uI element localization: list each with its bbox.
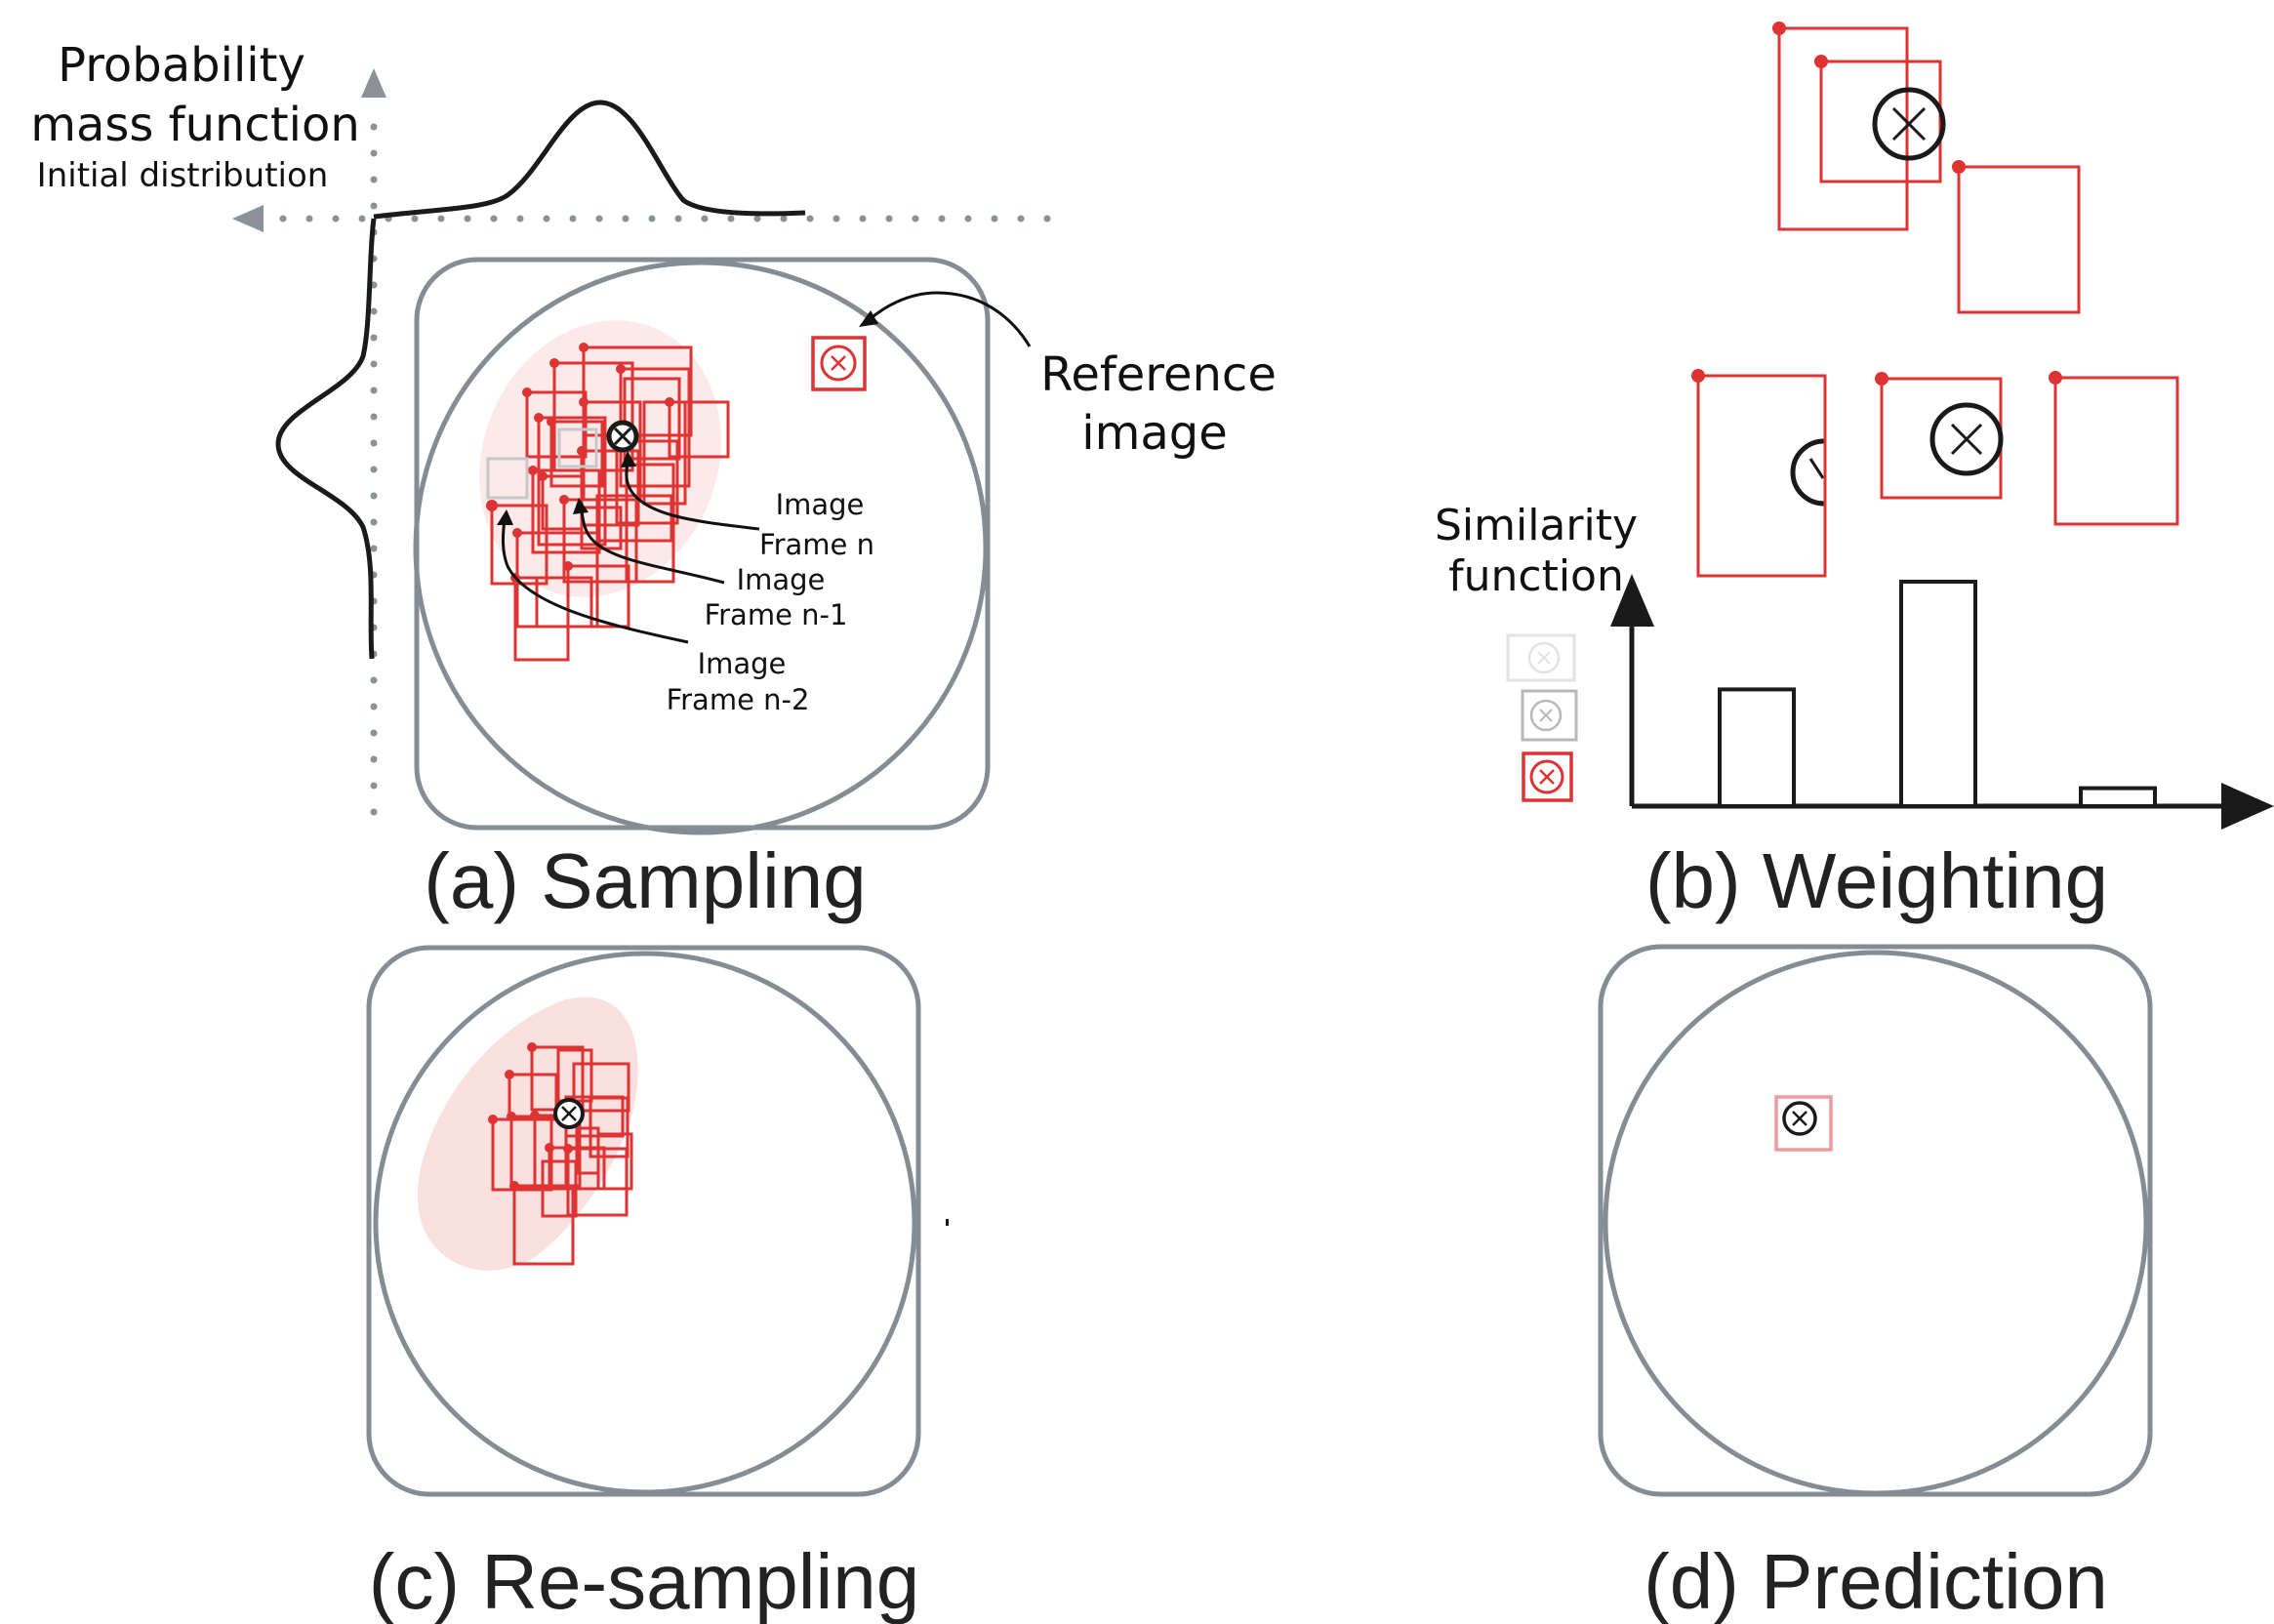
search-area-circle: [413, 260, 989, 835]
weight-bar-1: [1718, 687, 1796, 809]
legend-mid-icon: [1521, 689, 1578, 742]
candidate-frames-top: [1772, 21, 2081, 314]
similarity-label-line2: function: [1448, 551, 1624, 601]
pmf-curve-vertical: [275, 218, 377, 660]
stray-mark: [946, 1219, 949, 1226]
reference-label-line2: image: [1081, 406, 1228, 461]
prediction-frame-icon: [1774, 1095, 1833, 1152]
candidate-frames-row: [1691, 369, 2179, 578]
target-marker-icon: [606, 420, 639, 453]
caption-weighting: (b) Weighting: [1645, 837, 2108, 924]
frame-n1-label-line1: Image: [737, 563, 826, 596]
resample-frame-cluster: [488, 1042, 633, 1266]
resample-area-circle: [373, 951, 917, 1495]
axis-arrow-left-icon: [232, 205, 264, 232]
frame-n-arrow-head-icon: [621, 451, 636, 467]
frame-n-label-line2: Frame n: [759, 528, 874, 561]
frame-n1-label-line2: Frame n-1: [705, 598, 848, 631]
candidate-frame-1: [1691, 369, 1884, 578]
weight-bar-3: [2079, 786, 2157, 808]
caption-sampling: (a) Sampling: [424, 837, 867, 924]
panel-weighting: Similarity function: [1435, 21, 2274, 924]
frame-n2-label-line1: Image: [698, 647, 787, 680]
frame-n2-arrow-head-icon: [497, 509, 513, 525]
frame-n-label-line1: Image: [776, 488, 865, 521]
similarity-legend: [1506, 633, 1578, 802]
pmf-subtitle: Initial distribution: [37, 156, 329, 195]
panel-sampling: Probability mass function Initial distri…: [30, 38, 1277, 924]
reference-label-line1: Reference: [1040, 347, 1277, 402]
reference-arrow-head-icon: [859, 310, 878, 327]
caption-prediction: (d) Prediction: [1644, 1538, 2108, 1624]
frame-n1-arrow: [579, 505, 725, 585]
sample-frame-cluster: [486, 343, 730, 662]
weight-bars: [1718, 580, 2157, 809]
pmf-title-line2: mass function: [30, 98, 360, 152]
prediction-area-circle: [1603, 950, 2149, 1496]
pmf-title-line1: Probability: [58, 38, 305, 93]
panel-prediction: (d) Prediction: [1598, 944, 2153, 1624]
panel-resampling: (c) Re-sampling: [366, 945, 949, 1624]
legend-high-icon: [1522, 751, 1573, 802]
similarity-label-line1: Similarity: [1435, 501, 1638, 550]
weight-y-arrow-icon: [1610, 574, 1654, 627]
reference-arrow: [868, 291, 1032, 347]
candidate-frame-2: [1875, 372, 2004, 500]
weight-bar-2: [1899, 580, 1977, 808]
frame-n1-arrow-head-icon: [573, 498, 589, 514]
legend-low-icon: [1506, 633, 1576, 682]
frame-n2-label-line2: Frame n-2: [667, 683, 810, 716]
target-marker-top-icon: [1872, 87, 1946, 161]
reference-image-icon: [811, 336, 867, 391]
frame-n-arrow: [625, 458, 760, 531]
pmf-curve-horizontal: [373, 100, 806, 220]
caption-resampling: (c) Re-sampling: [369, 1538, 920, 1624]
weight-x-arrow-icon: [2221, 783, 2274, 830]
resample-target-marker-icon: [553, 1098, 585, 1129]
candidate-frame-3: [2049, 371, 2179, 526]
axis-arrow-up-icon: [361, 68, 386, 98]
frame-n2-arrow: [501, 518, 689, 644]
